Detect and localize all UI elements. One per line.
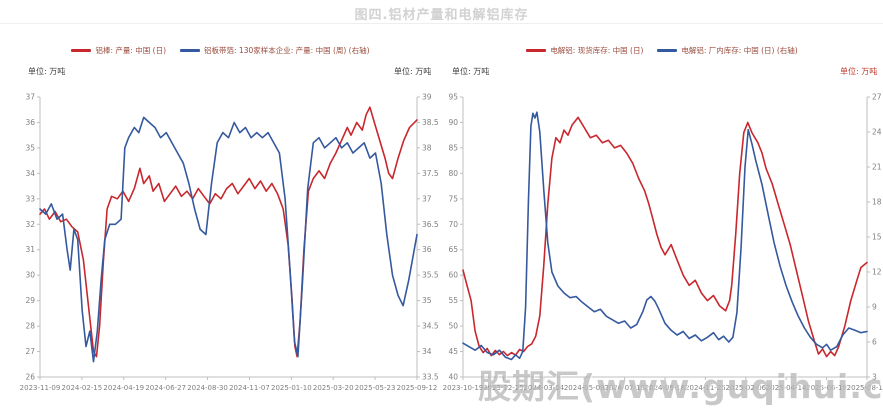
x-tick-label: 2025-08-15 [847,384,883,392]
y-tick-label-left: 31 [25,245,35,254]
y-tick-label-left: 32 [25,220,35,229]
y-tick-label-left: 27 [25,347,35,356]
x-tick-label: 2025-05-23 [355,384,396,392]
x-tick-label: 2025-06-19 [806,384,847,392]
legend-label: 铝棒: 产量: 中国 (日) [95,45,167,55]
legend-item: 铝板带箔: 130家样本企业: 产量: 中国 (周) (右轴) [180,45,370,56]
legend-label: 电解铝: 厂内库存: 中国 (日) (右轴) [681,45,798,55]
legend-line-marker [71,48,92,52]
left-chart: 37 36 35 34 33 32 31 30 29 28 27 26 39 38.5 38 37.5 37 36… [20,93,439,393]
series-line [462,116,868,358]
header-divider [0,23,883,24]
y-tick-label-left: 50 [448,322,458,331]
y-tick-label-left: 75 [448,194,458,203]
x-tick-label: 2025-03-20 [313,384,354,392]
y-tick-label-left: 33 [25,194,35,203]
x-tick-label: 2023-10-19 [443,384,484,392]
x-tick-label: 2024-02-15 [62,384,103,392]
left-chart-unit-left: 单位: 万吨 [28,67,66,76]
x-tick-label: 2024-03-04 [523,384,564,392]
left-chart-unit-right: 单位: 万吨 [394,67,432,76]
x-tick-label: 2024-11-25 [685,384,726,392]
y-tick-label-left: 85 [448,143,458,152]
y-tick-label-left: 70 [448,220,458,229]
x-tick-label: 2024-08-30 [187,384,228,392]
y-tick-label-right: 34 [422,347,432,356]
legend-item: 电解铝: 现货库存: 中国 (日) [526,45,643,56]
y-tick-label-right: 35.5 [422,271,439,280]
x-tick-label: 2025-09-12 [397,384,438,392]
y-tick-label-left: 37 [25,93,35,102]
y-tick-label-left: 80 [448,169,458,178]
x-tick-label: 2025-02-06 [725,384,766,392]
legend-item: 电解铝: 厂内库存: 中国 (日) (右轴) [657,45,798,56]
x-tick-label: 2025-01-10 [271,384,312,392]
y-tick-label-right: 33.5 [422,373,439,382]
y-tick-label-right: 9 [872,303,877,312]
legend-line-marker [657,48,678,52]
x-tick-label: 2024-04-19 [103,384,144,392]
y-tick-label-left: 65 [448,245,458,254]
y-tick-label-right: 21 [872,163,882,172]
y-tick-label-right: 38 [422,143,432,152]
y-tick-label-left: 26 [25,373,35,382]
y-tick-label-right: 3 [872,373,877,382]
y-tick-label-right: 38.5 [422,118,439,127]
x-tick-label: 2024-07-15 [604,384,645,392]
y-tick-label-right: 37 [422,194,432,203]
y-tick-label-right: 34.5 [422,322,439,331]
y-tick-label-left: 34 [25,169,35,178]
legend-line-marker [180,48,201,52]
y-tick-label-right: 36 [422,245,432,254]
x-tick-label: 2023-12-25 [483,384,524,392]
series-line [462,111,868,361]
y-tick-label-left: 30 [25,271,35,280]
y-tick-label-right: 18 [872,198,882,207]
x-tick-label: 2024-05-09 [564,384,605,392]
right-chart-unit-left: 单位: 万吨 [452,67,490,76]
y-tick-label-right: 37.5 [422,169,439,178]
y-tick-label-right: 24 [872,128,882,137]
y-tick-label-left: 45 [448,347,458,356]
y-tick-label-right: 27 [872,93,882,102]
y-tick-label-right: 36.5 [422,220,439,229]
figure-title: 图四.铝材产量和电解铝库存 [354,8,529,23]
y-tick-label-left: 35 [25,143,35,152]
y-tick-label-left: 60 [448,271,458,280]
y-tick-label-left: 90 [448,118,458,127]
x-tick-label: 2023-11-09 [20,384,61,392]
right-chart-unit-right: 单位: 万吨 [840,67,878,76]
y-tick-label-right: 35 [422,296,432,305]
x-tick-label: 2025-04-14 [766,384,807,392]
right-chart: 95 90 85 80 75 70 65 60 55 50 45 40 27 24 21 18 15 12 9 6 3 2… [443,93,883,393]
y-tick-label-left: 40 [448,373,458,382]
y-tick-label-left: 55 [448,296,458,305]
y-tick-label-right: 12 [872,268,882,277]
legend-line-marker [526,48,547,52]
legend-label: 铝板带箔: 130家样本企业: 产量: 中国 (周) (右轴) [204,45,370,55]
left-chart-legend: 铝棒: 产量: 中国 (日) 铝板带箔: 130家样本企业: 产量: 中国 (周)… [0,43,441,57]
x-tick-label: 2024-06-27 [145,384,186,392]
y-tick-label-right: 6 [872,338,877,347]
series-line [39,116,418,363]
y-tick-label-left: 36 [25,118,35,127]
y-tick-label-left: 95 [448,93,458,102]
y-tick-label-right: 39 [422,93,432,102]
y-tick-label-right: 15 [872,233,882,242]
x-tick-label: 2024-11-07 [229,384,270,392]
y-tick-label-left: 29 [25,296,35,305]
right-chart-legend: 电解铝: 现货库存: 中国 (日) 电解铝: 厂内库存: 中国 (日) (右轴) [441,43,883,57]
x-tick-label: 2024-09-18 [645,384,686,392]
legend-item: 铝棒: 产量: 中国 (日) [71,45,166,56]
series-line [39,106,418,358]
y-tick-label-left: 28 [25,322,35,331]
legend-label: 电解铝: 现货库存: 中国 (日) [550,45,644,55]
